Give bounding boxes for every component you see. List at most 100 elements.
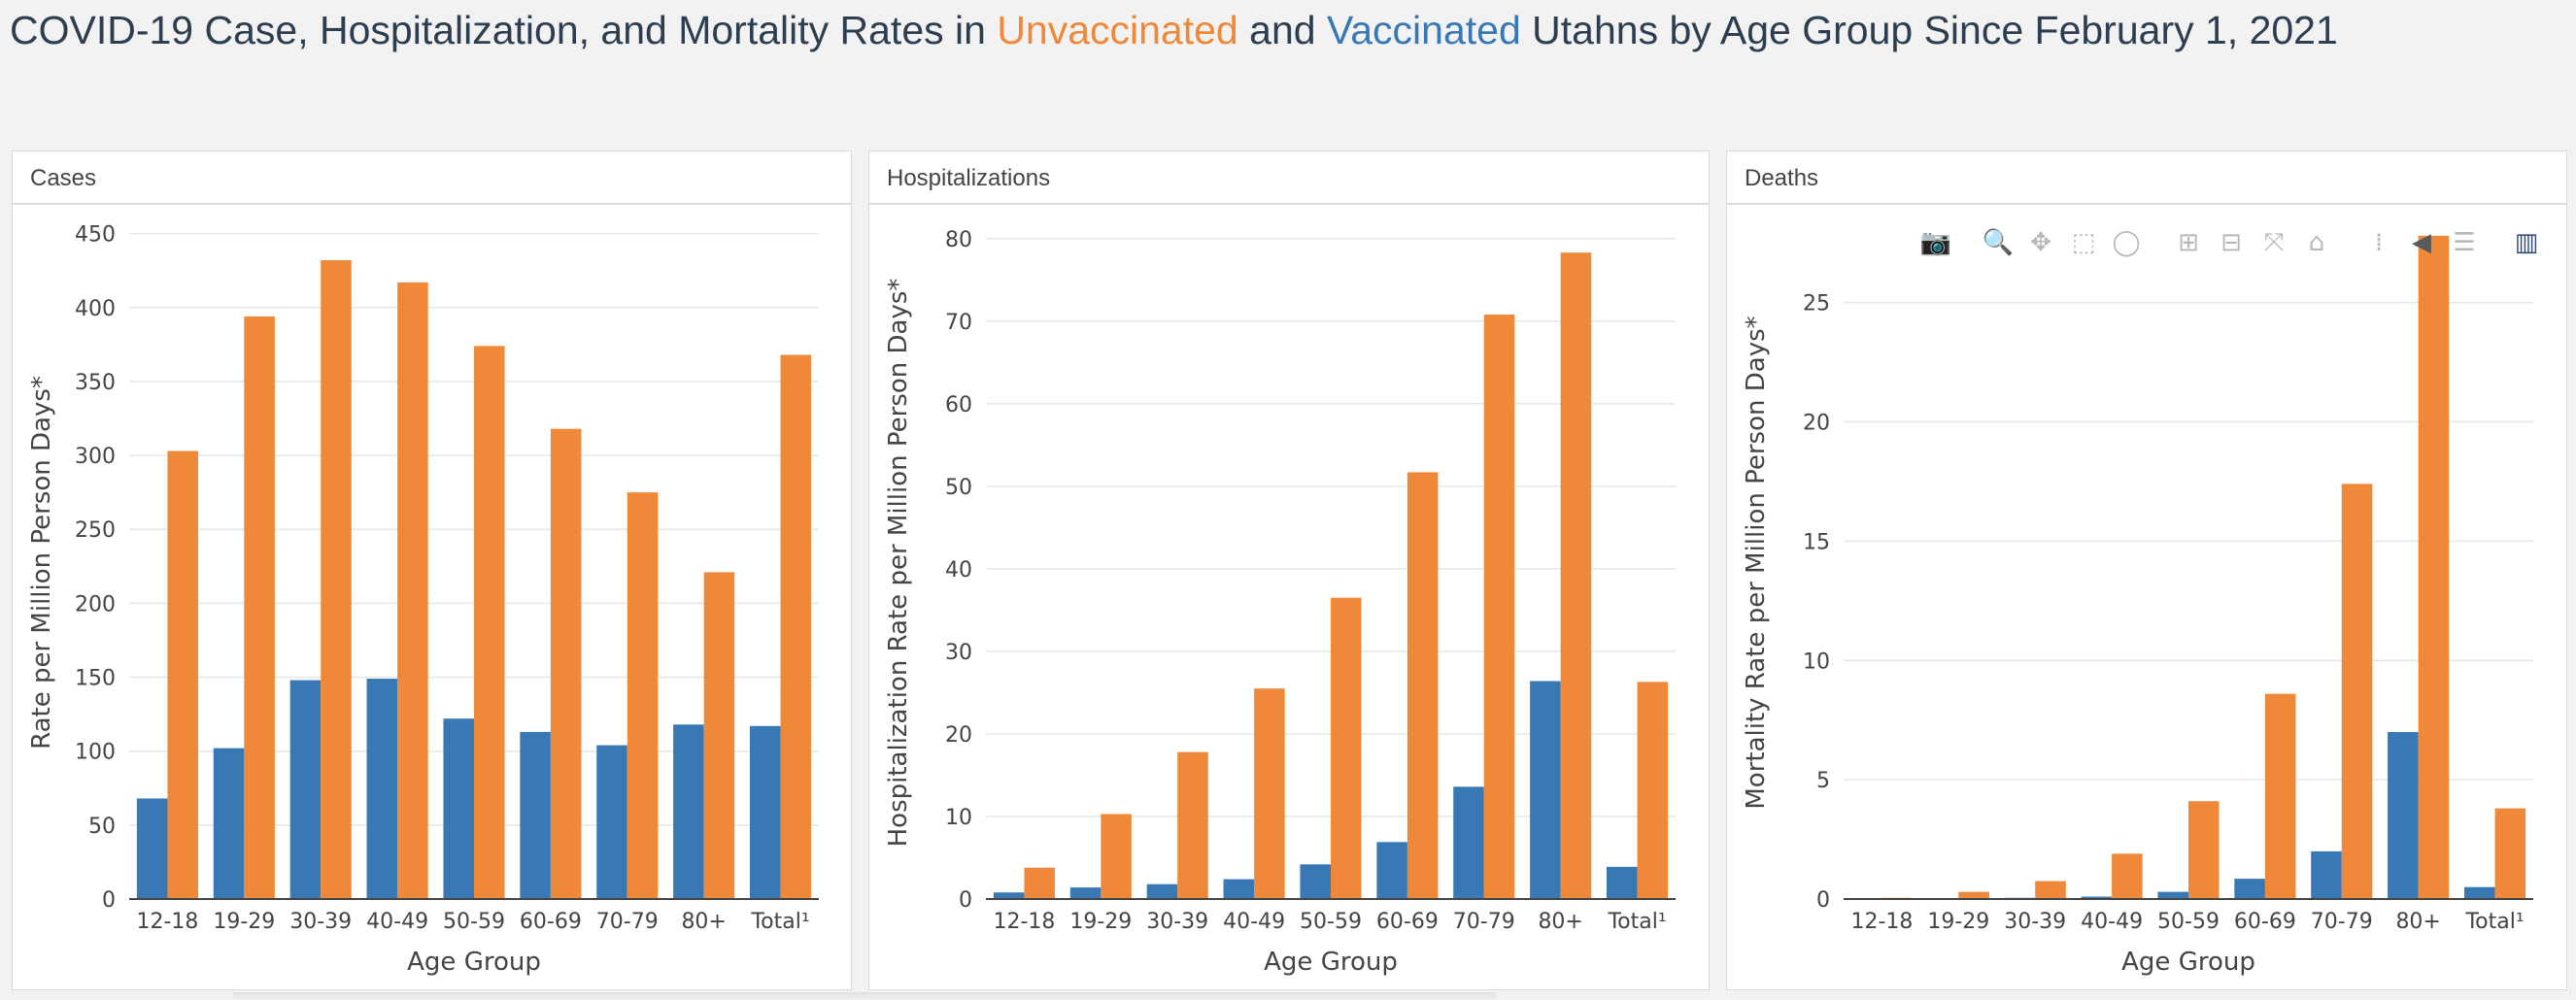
y-tick-label: 10 bbox=[1803, 650, 1830, 674]
unvaccinated-bar[interactable] bbox=[1637, 682, 1669, 899]
y-tick-label: 60 bbox=[945, 393, 972, 417]
unvaccinated-bar[interactable] bbox=[1254, 688, 1285, 899]
y-axis-title: Hospitalization Rate per Million Person … bbox=[884, 279, 913, 848]
hospitalizations-chart[interactable]: 0 10 20 30 40 50 60 70 80 12-18 19-29 30-39 40-49 50-… bbox=[869, 207, 1711, 989]
unvaccinated-bar[interactable] bbox=[397, 282, 428, 899]
x-tick-label: 60-69 bbox=[520, 910, 582, 934]
x-tick-label: 70-79 bbox=[1453, 910, 1515, 934]
x-tick-label: 12-18 bbox=[993, 910, 1055, 934]
deaths-chart[interactable]: 0 5 10 15 20 25 12-18 19-29 30-39 40-49 50-59 60-69… bbox=[1727, 207, 2568, 989]
y-axis-title: Mortality Rate per Million Person Days* bbox=[1742, 316, 1771, 809]
unvaccinated-bar[interactable] bbox=[550, 428, 582, 899]
vaccinated-bar[interactable] bbox=[443, 718, 474, 899]
unvaccinated-bar[interactable] bbox=[1958, 891, 1989, 899]
vaccinated-bar[interactable] bbox=[520, 731, 551, 899]
vaccinated-bar[interactable] bbox=[1376, 842, 1407, 899]
unvaccinated-bar[interactable] bbox=[780, 354, 812, 899]
unvaccinated-bar[interactable] bbox=[1177, 751, 1208, 899]
autoscale-icon[interactable]: ⤧ bbox=[2263, 227, 2285, 257]
vaccinated-bar[interactable] bbox=[1530, 681, 1561, 899]
vaccinated-bar[interactable] bbox=[2311, 850, 2342, 899]
vaccinated-bar[interactable] bbox=[366, 679, 398, 899]
y-tick-label: 300 bbox=[75, 445, 116, 469]
y-tick-label: 25 bbox=[1803, 292, 1830, 317]
y-tick-label: 70 bbox=[945, 311, 972, 335]
box-select-icon[interactable]: ⬚ bbox=[2071, 228, 2096, 257]
vaccinated-bar[interactable] bbox=[673, 724, 704, 899]
vaccinated-bar[interactable] bbox=[2081, 896, 2113, 899]
x-tick-label: 30-39 bbox=[1146, 910, 1208, 934]
y-tick-label: 0 bbox=[959, 888, 972, 913]
unvaccinated-bar[interactable] bbox=[1560, 252, 1592, 899]
unvaccinated-bar[interactable] bbox=[1024, 867, 1055, 899]
unvaccinated-bar[interactable] bbox=[1101, 814, 1132, 899]
pan-icon[interactable]: ✥ bbox=[2030, 228, 2051, 257]
x-tick-label: Total¹ bbox=[2464, 910, 2524, 934]
x-tick-label: 19-29 bbox=[1927, 910, 1989, 934]
reset-axes-icon[interactable]: ⌂ bbox=[2308, 228, 2325, 257]
x-tick-label: 70-79 bbox=[2311, 910, 2373, 934]
y-tick-label: 50 bbox=[945, 476, 972, 500]
y-tick-label: 450 bbox=[75, 223, 116, 248]
unvaccinated-bar[interactable] bbox=[2264, 693, 2296, 899]
unvaccinated-bar[interactable] bbox=[1331, 597, 1362, 899]
y-tick-label: 15 bbox=[1803, 530, 1830, 554]
x-tick-label: 30-39 bbox=[289, 910, 352, 934]
title-unvaccinated: Unvaccinated bbox=[997, 8, 1238, 52]
x-tick-label: 19-29 bbox=[1069, 910, 1132, 934]
vaccinated-bar[interactable] bbox=[2157, 891, 2188, 899]
vaccinated-bar[interactable] bbox=[1453, 786, 1484, 899]
vaccinated-bar[interactable] bbox=[1146, 883, 1178, 899]
unvaccinated-bar[interactable] bbox=[1407, 472, 1439, 899]
x-tick-label: 60-69 bbox=[2234, 910, 2296, 934]
vaccinated-bar[interactable] bbox=[2388, 731, 2419, 899]
cases-chart[interactable]: 0 50 100 150 200 250 300 350 400 450 12-18 19-29 30-… bbox=[13, 207, 853, 989]
plotly-logo-icon[interactable]: ▥ bbox=[2514, 228, 2539, 257]
unvaccinated-bar[interactable] bbox=[2418, 235, 2450, 900]
x-tick-label: 40-49 bbox=[1223, 910, 1285, 934]
y-tick-label: 150 bbox=[75, 667, 116, 691]
y-tick-label: 100 bbox=[75, 741, 116, 765]
vaccinated-bar[interactable] bbox=[1607, 866, 1638, 899]
title-prefix: COVID-19 Case, Hospitalization, and Mort… bbox=[10, 8, 998, 52]
unvaccinated-bar[interactable] bbox=[2494, 808, 2526, 899]
hover-closest-icon[interactable]: ◀ bbox=[2412, 228, 2431, 257]
vaccinated-bar[interactable] bbox=[2464, 886, 2495, 899]
unvaccinated-bar[interactable] bbox=[2341, 483, 2373, 899]
x-tick-label: 50-59 bbox=[1300, 910, 1362, 934]
vaccinated-bar[interactable] bbox=[750, 725, 781, 899]
zoom-in-icon[interactable]: ⊞ bbox=[2178, 228, 2199, 257]
unvaccinated-bar[interactable] bbox=[321, 260, 352, 899]
vaccinated-bar[interactable] bbox=[1069, 887, 1102, 899]
x-tick-label: 80+ bbox=[681, 910, 726, 934]
x-tick-label: 70-79 bbox=[596, 910, 659, 934]
unvaccinated-bar[interactable] bbox=[2035, 881, 2066, 899]
vaccinated-bar[interactable] bbox=[213, 748, 245, 899]
unvaccinated-bar[interactable] bbox=[627, 492, 659, 899]
zoom-out-icon[interactable]: ⊟ bbox=[2220, 228, 2242, 257]
x-tick-label: Total¹ bbox=[750, 910, 809, 934]
vaccinated-bar[interactable] bbox=[993, 892, 1025, 899]
vaccinated-bar[interactable] bbox=[1223, 879, 1255, 899]
x-tick-label: Total¹ bbox=[1607, 910, 1666, 934]
unvaccinated-bar[interactable] bbox=[474, 346, 505, 899]
unvaccinated-bar[interactable] bbox=[1483, 314, 1515, 900]
unvaccinated-bar[interactable] bbox=[2188, 801, 2220, 899]
hover-compare-icon[interactable]: ☰ bbox=[2453, 228, 2476, 257]
vaccinated-bar[interactable] bbox=[136, 798, 168, 899]
y-tick-label: 0 bbox=[1816, 888, 1830, 913]
zoom-icon[interactable]: 🔍 bbox=[1982, 228, 2015, 257]
spike-lines-icon[interactable]: ⁞ bbox=[2374, 228, 2384, 257]
y-tick-label: 400 bbox=[75, 297, 116, 321]
vaccinated-bar[interactable] bbox=[596, 745, 627, 899]
vaccinated-bar[interactable] bbox=[289, 680, 322, 899]
title-vaccinated: Vaccinated bbox=[1326, 8, 1521, 52]
camera-icon[interactable]: 📷 bbox=[1919, 228, 1952, 257]
vaccinated-bar[interactable] bbox=[2234, 879, 2265, 899]
unvaccinated-bar[interactable] bbox=[2112, 853, 2143, 899]
unvaccinated-bar[interactable] bbox=[244, 316, 275, 899]
unvaccinated-bar[interactable] bbox=[703, 572, 735, 899]
lasso-select-icon[interactable]: ◯ bbox=[2112, 228, 2141, 257]
unvaccinated-bar[interactable] bbox=[167, 450, 198, 899]
vaccinated-bar[interactable] bbox=[1300, 864, 1331, 899]
